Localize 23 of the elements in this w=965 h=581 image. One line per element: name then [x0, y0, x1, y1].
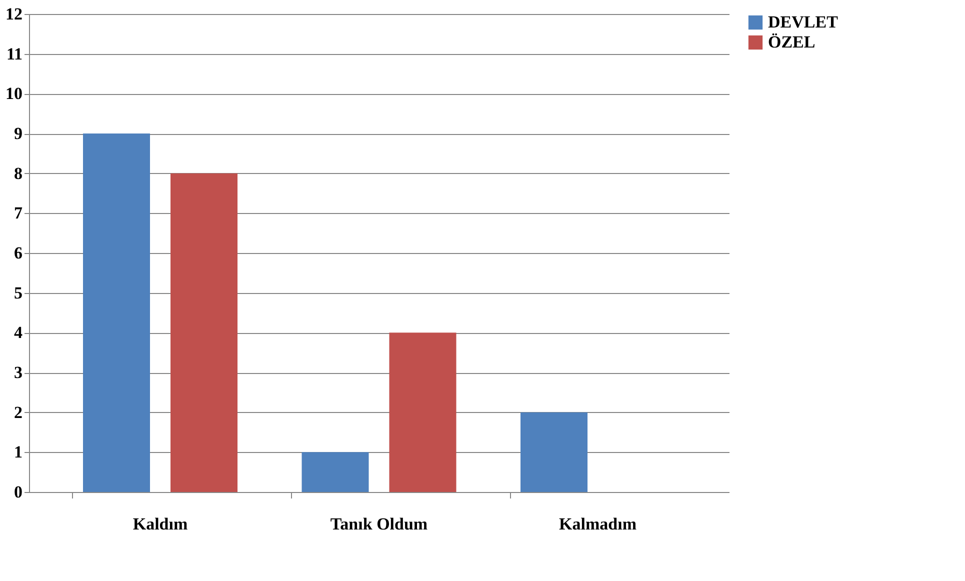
y-tick-label: 1: [14, 442, 22, 462]
y-tick-label: 7: [14, 204, 23, 223]
bar: [520, 412, 588, 492]
y-tick-label: 11: [6, 44, 22, 64]
y-tick-label: 4: [14, 323, 23, 342]
y-tick-label: 10: [6, 84, 22, 104]
bar: [302, 452, 369, 492]
x-tick-label: Kalmadım: [559, 514, 636, 534]
x-tick-label: Tanık Oldum: [330, 514, 428, 534]
y-tick-label: 0: [14, 482, 22, 502]
y-tick-label: 5: [14, 283, 22, 302]
y-tick-label: 12: [6, 4, 22, 24]
x-tick-label: Kaldım: [132, 514, 188, 534]
y-tick-label: 8: [14, 164, 22, 183]
y-tick-label: 2: [14, 402, 22, 422]
legend-label: ÖZEL: [768, 32, 816, 52]
y-tick-label: 9: [14, 124, 22, 143]
bar: [389, 332, 456, 492]
legend-label: DEVLET: [768, 12, 839, 32]
bar: [83, 134, 150, 492]
bar: [170, 173, 238, 492]
y-tick-label: 3: [14, 363, 22, 382]
y-tick-label: 6: [14, 244, 22, 262]
